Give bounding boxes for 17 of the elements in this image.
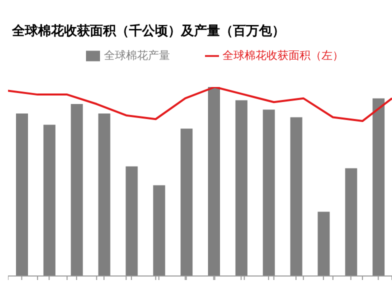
legend-label: 全球棉花产量 [104,49,170,62]
bar [345,168,358,276]
bar [235,100,248,276]
bar [372,98,385,276]
bar [43,124,56,276]
bar [290,117,302,276]
chart-title: 全球棉花收获面积（千公顷）及产量（百万包） [11,22,286,39]
bar [208,87,220,276]
bar [98,113,110,276]
bar [318,212,330,276]
legend-label: 全球棉花收获面积（左） [222,49,344,62]
bar [126,166,138,276]
bar [262,110,275,276]
bar [16,113,28,276]
bar [180,128,193,276]
bar [153,185,166,276]
bar [70,104,83,276]
